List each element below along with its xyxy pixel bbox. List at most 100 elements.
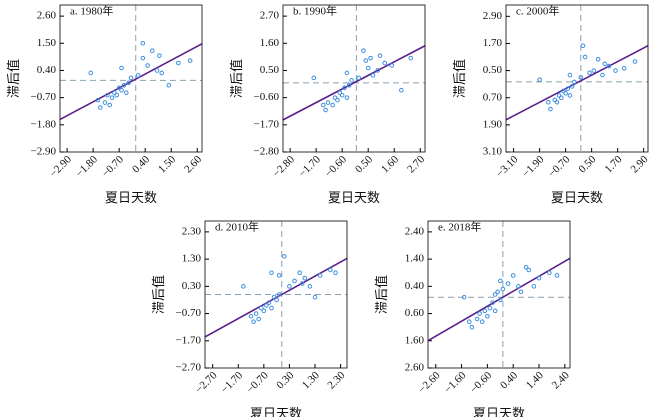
plot-frame bbox=[505, 4, 649, 153]
x-axis-label: 夏日天数 bbox=[473, 406, 525, 417]
point bbox=[105, 92, 110, 98]
y-tick-label: 3.10 bbox=[483, 146, 503, 158]
point bbox=[121, 82, 127, 88]
y-tick-label: 0.60 bbox=[405, 307, 425, 319]
point bbox=[399, 87, 404, 93]
point bbox=[408, 55, 414, 61]
x-tick-label: 2.70 bbox=[405, 153, 427, 175]
point bbox=[140, 55, 146, 61]
point bbox=[497, 278, 503, 284]
y-tick-label: 0.50 bbox=[260, 64, 280, 76]
y-tick-label: 1.30 bbox=[182, 253, 202, 265]
x-tick-label: 1.60 bbox=[379, 153, 401, 175]
y-axis-label: 滞后值 bbox=[452, 59, 467, 98]
x-tick-label: 0.40 bbox=[498, 369, 520, 391]
point bbox=[159, 70, 165, 76]
point bbox=[135, 73, 141, 78]
trend-line bbox=[505, 44, 649, 121]
trend-line bbox=[59, 43, 203, 121]
plot-frame bbox=[282, 4, 426, 153]
y-tick-label: 1.50 bbox=[37, 37, 57, 49]
y-tick-label: 2.60 bbox=[405, 362, 425, 374]
point bbox=[271, 294, 277, 300]
point bbox=[157, 53, 162, 58]
point bbox=[485, 313, 490, 319]
point bbox=[241, 284, 246, 289]
point bbox=[587, 70, 592, 76]
point bbox=[269, 270, 274, 276]
y-tick-label: −1.70 bbox=[176, 334, 202, 346]
point bbox=[97, 105, 103, 110]
x-axis-label: 夏日天数 bbox=[328, 190, 380, 205]
point bbox=[109, 95, 115, 100]
y-tick-label: −0.70 bbox=[176, 307, 202, 319]
panel-title: d. 2010年 bbox=[215, 220, 259, 234]
point bbox=[363, 58, 369, 63]
x-axis-label: 夏日天数 bbox=[105, 190, 157, 205]
point bbox=[346, 82, 352, 88]
point bbox=[558, 95, 564, 101]
point bbox=[518, 289, 524, 295]
y-tick-label: 1.60 bbox=[405, 334, 425, 346]
point bbox=[320, 102, 326, 108]
panel-title: e. 2018年 bbox=[438, 220, 481, 234]
point bbox=[621, 66, 627, 71]
point bbox=[474, 316, 480, 322]
point bbox=[375, 68, 380, 73]
point bbox=[150, 48, 155, 54]
point bbox=[523, 264, 529, 270]
point bbox=[126, 80, 131, 86]
point bbox=[248, 313, 254, 319]
point bbox=[548, 106, 553, 112]
x-tick-label: 2.40 bbox=[550, 369, 572, 391]
point bbox=[187, 58, 193, 63]
point bbox=[282, 254, 287, 259]
point bbox=[344, 70, 350, 76]
point bbox=[595, 56, 601, 62]
x-tick-label: 1.40 bbox=[524, 369, 546, 391]
point bbox=[269, 305, 274, 311]
point bbox=[479, 319, 485, 325]
y-tick-label: 2.40 bbox=[405, 225, 425, 237]
point bbox=[495, 289, 501, 295]
point bbox=[492, 308, 498, 314]
x-tick-label: −1.70 bbox=[219, 369, 246, 396]
x-tick-label: 0.40 bbox=[130, 153, 152, 175]
y-tick-label: 0.50 bbox=[483, 64, 503, 76]
point bbox=[613, 68, 618, 73]
point bbox=[266, 300, 272, 305]
point bbox=[565, 86, 571, 91]
point bbox=[516, 284, 521, 289]
plot-frame bbox=[204, 220, 348, 369]
x-tick-label: −1.70 bbox=[297, 153, 324, 180]
y-tick-label: 1.90 bbox=[483, 118, 503, 130]
point bbox=[302, 275, 308, 281]
point bbox=[299, 281, 305, 286]
point bbox=[461, 294, 467, 300]
point bbox=[344, 95, 350, 100]
point bbox=[600, 72, 605, 78]
point bbox=[365, 65, 371, 71]
point bbox=[563, 90, 568, 96]
x-tick-label: −0.60 bbox=[323, 153, 350, 180]
point bbox=[526, 267, 531, 273]
y-tick-label: 0.30 bbox=[182, 280, 202, 292]
point bbox=[536, 275, 542, 281]
point bbox=[140, 40, 146, 46]
point bbox=[569, 84, 575, 89]
point bbox=[333, 270, 338, 276]
point bbox=[102, 100, 108, 105]
plot-frame bbox=[427, 220, 571, 369]
y-tick-label: 2.90 bbox=[483, 10, 503, 22]
x-tick-label: 2.30 bbox=[325, 369, 347, 391]
y-tick-label: −1.80 bbox=[31, 118, 57, 130]
x-tick-label: −0.70 bbox=[244, 369, 271, 396]
point bbox=[325, 100, 331, 105]
point bbox=[578, 75, 584, 80]
point bbox=[330, 102, 336, 108]
y-tick-label: 0.40 bbox=[37, 64, 57, 76]
point bbox=[119, 65, 124, 71]
point bbox=[580, 43, 586, 49]
point bbox=[328, 267, 333, 273]
